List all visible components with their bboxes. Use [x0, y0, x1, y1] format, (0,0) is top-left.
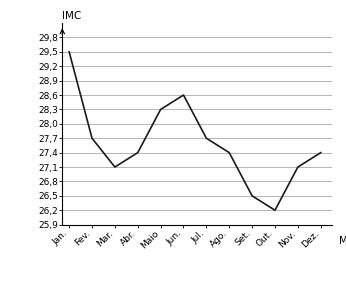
Text: Mês: Mês	[339, 236, 346, 247]
Text: IMC: IMC	[62, 11, 82, 21]
